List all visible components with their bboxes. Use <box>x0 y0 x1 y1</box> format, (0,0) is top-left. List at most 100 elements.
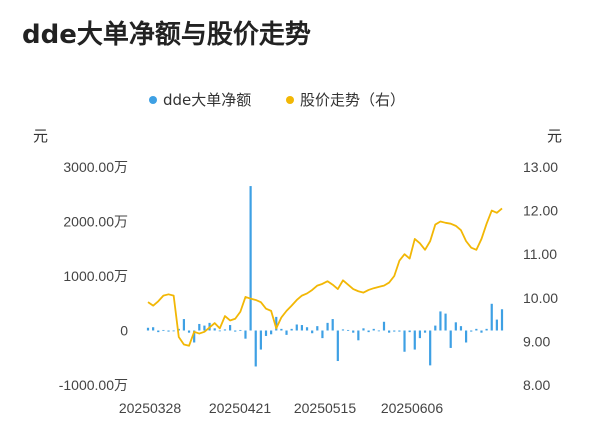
dde-bar <box>326 322 329 331</box>
dde-bar <box>429 330 432 366</box>
dde-bar <box>300 325 304 331</box>
dde-bar <box>213 328 216 331</box>
dde-bar <box>187 330 191 333</box>
x-tick-label: 20250606 <box>381 400 444 416</box>
dde-bar <box>331 319 334 331</box>
dde-bar <box>367 330 370 333</box>
legend-marker-price <box>286 96 294 104</box>
price-line <box>147 207 503 347</box>
dde-bar <box>275 316 278 331</box>
dde-bar <box>459 326 463 331</box>
left-tick-label: 3000.00万 <box>63 159 128 175</box>
dde-bar <box>198 323 201 331</box>
dde-bar <box>403 330 406 352</box>
legend-marker-dde <box>149 96 157 104</box>
dde-bar <box>321 330 324 339</box>
dde-bar <box>423 330 427 333</box>
dde-bar <box>475 328 478 331</box>
line-series <box>147 207 503 347</box>
dde-bar <box>157 330 160 333</box>
dde-bar <box>362 328 365 331</box>
dde-bar <box>485 328 488 331</box>
dde-bar <box>259 330 262 350</box>
dde-bar <box>290 328 293 331</box>
dde-bar <box>270 330 273 335</box>
dde-bar <box>167 330 170 332</box>
dde-bar <box>398 330 401 332</box>
dde-bar <box>357 330 360 341</box>
dde-bar <box>495 319 498 331</box>
dde-bar <box>418 330 422 339</box>
dde-bar <box>336 330 339 362</box>
dde-bar <box>172 330 175 332</box>
dde-bar <box>311 330 314 334</box>
left-axis-unit: 元 <box>33 127 48 145</box>
right-tick-label: 10.00 <box>523 290 558 306</box>
dde-bar <box>413 330 416 350</box>
dde-bar <box>305 327 309 331</box>
dde-bar <box>500 309 504 331</box>
dde-bar <box>470 330 473 332</box>
legend-label-dde: dde大单净额 <box>163 91 251 109</box>
dde-bar <box>239 329 242 331</box>
dde-bar <box>490 303 493 331</box>
dde-bar <box>280 328 283 331</box>
dde-bar <box>388 330 391 333</box>
dde-bar <box>316 326 319 331</box>
dde-bar <box>203 325 206 331</box>
dde-bar <box>341 329 345 331</box>
left-tick-label: -1000.00万 <box>59 377 128 393</box>
dde-bar <box>244 330 247 339</box>
dde-bar <box>393 330 396 332</box>
x-tick-label: 20250515 <box>294 400 357 416</box>
left-tick-label: 0 <box>120 323 128 339</box>
dde-bar <box>162 329 165 331</box>
left-tick-label: 1000.00万 <box>63 268 128 284</box>
dde-bar <box>218 330 221 332</box>
dde-bar <box>177 328 180 331</box>
dde-bar <box>234 330 237 332</box>
x-tick-label: 20250328 <box>119 400 182 416</box>
dde-bar <box>152 327 155 331</box>
chart-title: dde大单净额与股价走势 <box>22 20 311 50</box>
dde-bar <box>346 329 350 331</box>
dde-bar <box>444 313 447 331</box>
right-tick-label: 12.00 <box>523 203 558 219</box>
dde-bar <box>464 330 468 343</box>
dde-bar <box>182 319 186 331</box>
dde-bar <box>249 186 252 331</box>
dde-bar <box>223 329 227 331</box>
dde-bar <box>439 311 442 331</box>
left-axis: 3000.00万 2000.00万 1000.00万 0 -1000.00万 <box>59 159 128 393</box>
right-axis: 13.00 12.00 11.00 10.00 9.00 8.00 <box>523 159 558 393</box>
right-tick-label: 11.00 <box>523 246 557 262</box>
dde-bar <box>193 330 196 343</box>
dde-bar <box>372 328 375 331</box>
dde-bar <box>352 330 355 333</box>
legend-label-price: 股价走势（右） <box>300 91 405 109</box>
right-tick-label: 13.00 <box>523 159 558 175</box>
dde-bar <box>382 321 386 331</box>
left-tick-label: 2000.00万 <box>63 214 128 230</box>
x-axis: 20250328 20250421 20250515 20250606 <box>119 400 444 416</box>
dde-bar <box>228 325 232 331</box>
dde-bar <box>295 324 298 331</box>
dde-bar <box>264 330 268 336</box>
x-tick-label: 20250421 <box>209 400 272 416</box>
dde-bar <box>377 330 380 332</box>
legend: dde大单净额 股价走势（右） <box>149 91 405 109</box>
dde-bar <box>254 330 257 367</box>
dde-bar <box>480 330 483 333</box>
dde-bar <box>434 325 437 331</box>
bar-series <box>146 186 504 367</box>
right-tick-label: 9.00 <box>523 333 550 349</box>
dde-bar <box>146 327 150 331</box>
right-tick-label: 8.00 <box>523 377 550 393</box>
dde-bar <box>408 330 411 333</box>
dde-bar <box>285 330 288 335</box>
dde-bar <box>454 322 457 331</box>
axis-units: 元元 <box>33 127 562 145</box>
dde-bar <box>449 330 452 348</box>
right-axis-unit: 元 <box>547 127 562 145</box>
